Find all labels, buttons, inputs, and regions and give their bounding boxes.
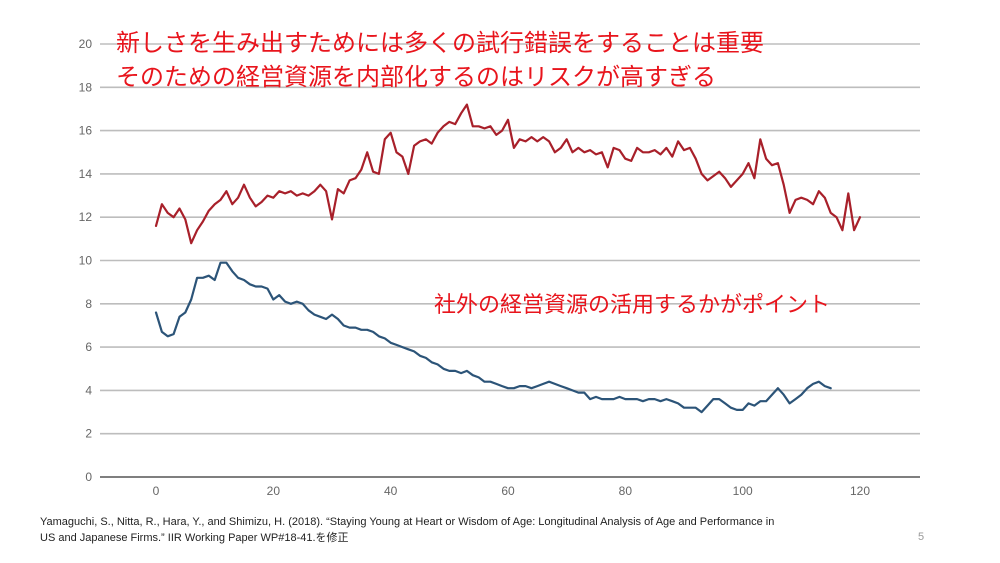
- annotation-text: 社外の経営資源の活用するかがポイント: [434, 293, 831, 318]
- page-number: 5: [918, 531, 925, 543]
- y-tick-label-2: 2: [85, 427, 92, 441]
- headline-line-2: そのための経営資源を内部化するのはリスクが高すぎる: [116, 63, 716, 91]
- y-axis-tick-labels: 0 2 4 6 8 10 12 14 16 18 20: [79, 37, 93, 484]
- gridlines: [100, 43, 920, 478]
- y-tick-label-10: 10: [79, 254, 93, 268]
- citation: Yamaguchi, S., Nitta, R., Hara, Y., and …: [40, 514, 900, 546]
- x-tick-label-60: 60: [501, 484, 515, 498]
- y-tick-label-4: 4: [85, 383, 92, 397]
- y-tick-label-20: 20: [79, 37, 93, 51]
- headline-line-1: 新しさを生み出すためには多くの試行錯誤をすることは重要: [116, 29, 764, 57]
- x-tick-label-0: 0: [153, 484, 160, 498]
- y-tick-label-0: 0: [85, 470, 92, 484]
- citation-line-2: US and Japanese Firms.” IIR Working Pape…: [40, 532, 349, 544]
- x-tick-label-20: 20: [267, 484, 281, 498]
- y-tick-label-6: 6: [85, 340, 92, 354]
- y-tick-label-8: 8: [85, 297, 92, 311]
- y-tick-label-12: 12: [79, 210, 93, 224]
- x-tick-label-40: 40: [384, 484, 398, 498]
- series-line-upper: [154, 103, 862, 245]
- citation-line-1: Yamaguchi, S., Nitta, R., Hara, Y., and …: [40, 516, 775, 528]
- y-tick-label-14: 14: [79, 167, 93, 181]
- y-tick-label-18: 18: [79, 80, 93, 94]
- series-lines: [154, 103, 862, 414]
- x-axis-tick-labels: 0 20 40 60 80 100 120: [153, 484, 871, 498]
- x-tick-label-120: 120: [850, 484, 870, 498]
- x-tick-label-80: 80: [619, 484, 633, 498]
- series-line-lower: [154, 261, 832, 414]
- x-tick-label-100: 100: [733, 484, 753, 498]
- y-tick-label-16: 16: [79, 124, 93, 138]
